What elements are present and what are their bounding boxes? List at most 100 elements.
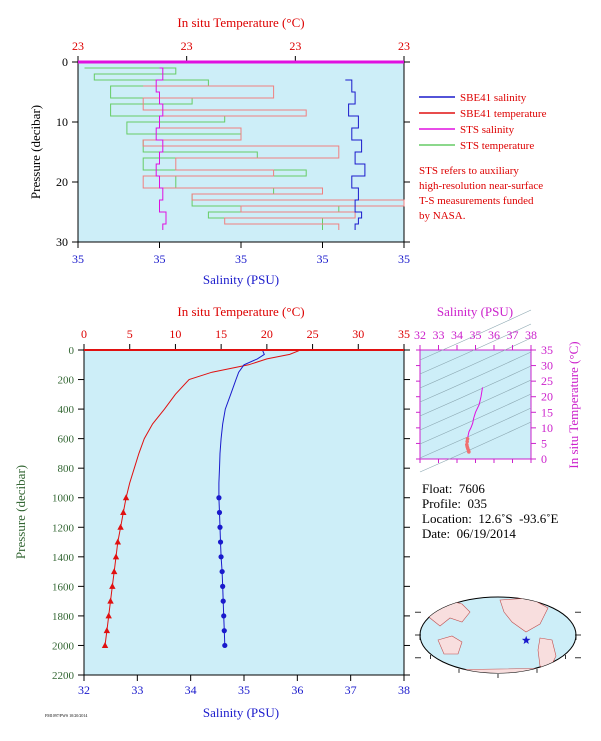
sts-note-line-3: T-S measurements funded	[419, 195, 534, 207]
ts-temp-tick-label-1: 5	[541, 436, 547, 450]
bot-sal-tick-label-6: 38	[398, 683, 410, 697]
ts-density-contours	[419, 309, 532, 473]
land-antarctica	[429, 667, 571, 673]
bot-sal-tick-label-1: 33	[131, 683, 143, 697]
bot-p-tick-label-6: 1200	[52, 522, 75, 534]
density-contour-4	[419, 365, 532, 417]
bottom-salinity-axis-title: Salinity (PSU)	[203, 705, 279, 720]
ts-temp-tick-label-2: 10	[541, 421, 553, 435]
bot-temp-tick-label-1: 5	[127, 327, 133, 341]
temperature-marker	[120, 509, 127, 515]
top-sal-tick-label-2: 35	[235, 252, 247, 266]
temperature-marker	[107, 597, 114, 604]
float-id: Float: 7606	[422, 481, 485, 496]
top-temp-tick-label-1: 23	[181, 39, 193, 53]
legend-label-sts-salinity: STS salinity	[460, 124, 515, 136]
sts-note-line-2: high-resolution near-surface	[419, 180, 543, 192]
ts-salinity-ticks: 32 33 34 35 36 37 38	[414, 328, 537, 463]
ts-temp-tick-label-0: 0	[541, 452, 547, 466]
bottom-pressure-axis-title: Pressure (decibar)	[13, 465, 28, 559]
ts-point	[465, 436, 470, 441]
top-p-tick-label-3: 30	[56, 235, 68, 249]
bottom-plot-area	[83, 349, 405, 676]
bot-sal-tick-label-5: 37	[345, 683, 357, 697]
legend-label-sbe41-salinity: SBE41 salinity	[460, 92, 527, 104]
footer-note: FM1097/PWS 10/20/2014	[45, 713, 87, 718]
bot-temp-tick-label-0: 0	[81, 327, 87, 341]
density-contour-7	[419, 407, 532, 459]
density-contour-0	[419, 309, 532, 361]
salinity-marker	[217, 539, 224, 545]
sts-note: STS refers to auxiliary high-resolution …	[419, 165, 543, 222]
bot-p-tick-label-10: 2000	[52, 640, 75, 652]
top-temperature-axis-title: In situ Temperature (°C)	[177, 15, 304, 30]
bot-sal-tick-label-4: 36	[291, 683, 303, 697]
salinity-marker	[218, 554, 224, 560]
temperature-marker	[114, 538, 122, 545]
temperature-marker	[112, 553, 120, 560]
top-panel: In situ Temperature (°C) 23 23 23 23 35 35 35…	[28, 15, 547, 287]
top-sal-tick-label-3: 35	[317, 252, 329, 266]
bot-temp-tick-label-5: 25	[307, 327, 319, 341]
top-sal-tick-label-4: 35	[398, 252, 410, 266]
ts-salinity-axis-title: Salinity (PSU)	[437, 304, 513, 319]
bottom-salinity-ticks: 32 33 34 35 36 37 38	[78, 675, 410, 697]
ts-plot-area	[419, 349, 532, 460]
bot-p-tick-label-9: 1800	[52, 611, 75, 623]
bot-sal-tick-label-2: 34	[185, 683, 197, 697]
bottom-panel: In situ Temperature (°C) 0 5 10 15 20 25 30 35 …	[13, 304, 410, 720]
bot-p-tick-label-11: 2200	[52, 670, 75, 682]
top-p-tick-label-1: 10	[56, 115, 68, 129]
bottom-temperature-ticks: 0 5 10 15 20 25 30 35	[81, 327, 410, 350]
top-sal-tick-label-1: 35	[154, 252, 166, 266]
top-pressure-axis-title: Pressure (decibar)	[28, 105, 43, 199]
top-legend: SBE41 salinity SBE41 temperature STS sal…	[419, 92, 547, 152]
top-series-group	[84, 67, 405, 230]
top-sal-tick-label-0: 35	[72, 252, 84, 266]
ts-temp-tick-label-7: 35	[541, 343, 553, 357]
ts-temp-tick-label-4: 20	[541, 390, 553, 404]
bot-temp-tick-label-3: 15	[215, 327, 227, 341]
series-sbe41_salinity	[345, 79, 366, 230]
bot-sal-tick-label-3: 35	[238, 683, 250, 697]
density-contour-2	[419, 337, 532, 389]
ts-point	[465, 439, 469, 444]
series-sts_salinity	[155, 67, 167, 230]
bot-p-tick-label-7: 1400	[52, 552, 75, 564]
legend-label-sts-temperature: STS temperature	[460, 140, 534, 152]
density-contour-5	[419, 379, 532, 431]
ts-point	[467, 450, 471, 454]
temperature-marker	[101, 641, 109, 648]
salinity-marker	[220, 598, 226, 604]
float-location: Location: 12.6˚S -93.6˚E	[422, 511, 559, 526]
salinity-marker	[216, 495, 222, 501]
sts-note-line-4: by NASA.	[419, 210, 466, 222]
bot-temp-tick-label-6: 30	[352, 327, 364, 341]
bot-temp-tick-label-2: 10	[169, 327, 181, 341]
series-sbe41_temperature	[142, 85, 405, 230]
ts-series-group	[465, 387, 483, 454]
ts-sal-tick-label-0: 32	[414, 328, 426, 342]
bottom-temperature-axis-title: In situ Temperature (°C)	[177, 304, 304, 319]
bottom-series-group	[101, 350, 300, 649]
world-map	[415, 596, 581, 678]
density-contour-8	[419, 421, 532, 473]
temperature-marker	[105, 612, 112, 619]
bot-p-tick-label-0: 0	[69, 345, 75, 357]
salinity-marker	[221, 628, 227, 634]
float-location-marker	[521, 635, 531, 644]
salinity-marker	[221, 613, 227, 619]
density-contour-6	[419, 393, 532, 445]
top-temp-tick-label-2: 23	[289, 39, 301, 53]
float-info: Float: 7606 Profile: 035 Location: 12.6˚…	[422, 481, 559, 541]
ts-sal-tick-label-6: 38	[525, 328, 537, 342]
ts-sal-tick-label-2: 34	[451, 328, 463, 342]
bot-p-tick-label-1: 200	[58, 375, 75, 387]
sts-note-line-1: STS refers to auxiliary	[419, 165, 519, 177]
top-temp-tick-label-0: 23	[72, 39, 84, 53]
ts-temp-tick-label-5: 25	[541, 374, 553, 388]
ts-temp-tick-label-6: 30	[541, 359, 553, 373]
